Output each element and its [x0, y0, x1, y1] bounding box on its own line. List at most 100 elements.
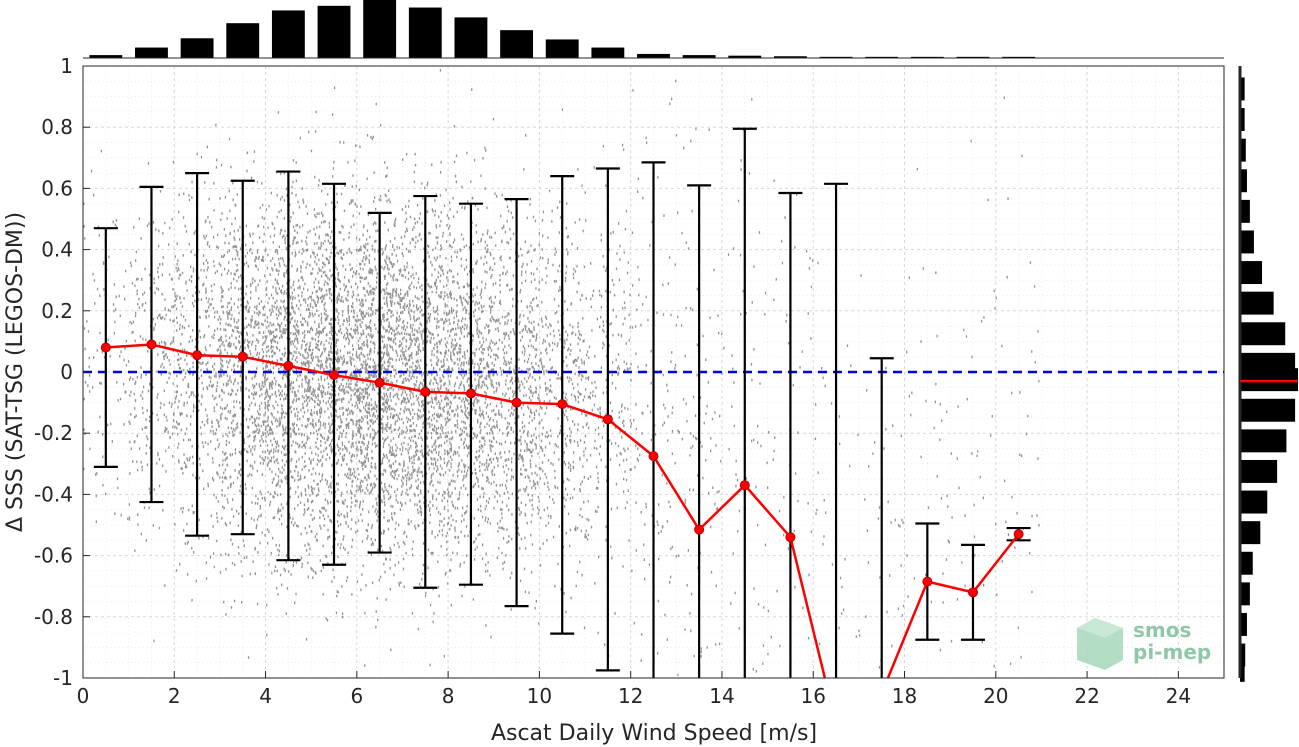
- right-histogram-bar: [1240, 138, 1246, 162]
- right-histogram-bar: [1240, 230, 1254, 254]
- mean-point: [739, 480, 750, 491]
- x-tick-label: 8: [442, 684, 455, 708]
- top-histogram-bar: [682, 55, 716, 58]
- mean-point: [648, 451, 659, 462]
- right-histogram-bar: [1240, 291, 1274, 315]
- y-tick-label: 0.8: [41, 115, 73, 139]
- mean-point: [602, 414, 613, 425]
- x-tick-label: 16: [801, 684, 826, 708]
- top-histogram-bar: [773, 56, 807, 58]
- mean-point: [557, 399, 568, 410]
- top-histogram-bar: [637, 53, 670, 58]
- x-tick-label: 10: [527, 684, 552, 708]
- y-axis: -1 -0.8 -0.6 -0.4 -0.2 0 0.2 0.4 0.6 0.8 1: [34, 54, 90, 690]
- smos-pi-mep-logo: smos pi-mep: [1077, 618, 1211, 670]
- error-bar: [824, 182, 849, 678]
- top-histogram-bar: [363, 0, 397, 58]
- logo-cube-face-icon: [1077, 618, 1123, 638]
- mean-point: [511, 397, 522, 408]
- logo-line-2: pi-mep: [1133, 640, 1211, 664]
- right-histogram-bar: [1240, 658, 1245, 682]
- right-histogram-bar: [1240, 261, 1263, 285]
- top-histogram-bar: [180, 38, 214, 58]
- right-histogram-bar: [1240, 108, 1245, 132]
- right-histogram-bar: [1240, 643, 1246, 667]
- mean-point: [283, 360, 294, 371]
- top-histogram-bar: [591, 47, 625, 58]
- right-histogram-bar: [1240, 322, 1286, 346]
- x-tick-label: 6: [350, 684, 363, 708]
- mean-point: [465, 388, 476, 399]
- mean-series: [100, 339, 1024, 678]
- y-tick-label: 0: [60, 360, 73, 384]
- top-histogram-bar: [865, 56, 899, 58]
- top-histogram-bar: [910, 56, 944, 58]
- logo-line-1: smos: [1133, 618, 1191, 642]
- mean-point: [785, 532, 796, 543]
- top-histogram-bar: [317, 5, 351, 59]
- y-tick-label: 1: [60, 54, 73, 78]
- top-histogram-bar: [545, 39, 579, 58]
- mean-point: [146, 339, 157, 350]
- error-bar: [732, 127, 757, 678]
- right-histogram-bar: [1240, 521, 1261, 545]
- top-histogram-bar: [271, 10, 305, 59]
- error-bar: [869, 357, 894, 678]
- right-histogram-bar: [1240, 169, 1247, 193]
- y-tick-label: 0.2: [41, 299, 73, 323]
- y-axis-label: Δ SSS (SAT-TSG (LEGOS-DM)): [3, 212, 28, 532]
- right-histogram-bar: [1240, 612, 1247, 636]
- mean-point: [329, 370, 340, 381]
- y-tick-label: -0.4: [34, 482, 73, 506]
- x-tick-label: 12: [618, 684, 643, 708]
- right-histogram-bar: [1240, 490, 1268, 514]
- y-tick-label: -0.6: [34, 544, 73, 568]
- y-tick-label: 0.6: [41, 176, 73, 200]
- mean-point: [100, 342, 111, 353]
- top-histogram-bar: [135, 47, 168, 58]
- mean-point: [192, 350, 203, 361]
- y-tick-label: -0.8: [34, 605, 73, 629]
- right-histogram-bar: [1240, 199, 1250, 223]
- right-histogram-bar: [1240, 551, 1253, 575]
- top-histogram-bar: [956, 56, 990, 58]
- right-histogram-bar: [1240, 398, 1296, 422]
- error-bar: [641, 161, 666, 678]
- x-tick-label: 2: [168, 684, 181, 708]
- right-histogram-bar: [1240, 368, 1298, 392]
- x-axis-label: Ascat Daily Wind Speed [m/s]: [491, 721, 817, 746]
- right-histogram-bar: [1240, 459, 1278, 483]
- error-bar: [778, 191, 803, 678]
- y-tick-label: -1: [53, 666, 73, 690]
- top-histogram-bar: [226, 23, 260, 58]
- x-tick-label: 0: [77, 684, 90, 708]
- mean-point: [694, 524, 705, 535]
- y-tick-label: 0.4: [41, 238, 73, 262]
- mean-point: [237, 351, 248, 362]
- x-tick-label: 24: [1166, 684, 1191, 708]
- x-tick-label: 4: [259, 684, 272, 708]
- top-histogram-bar: [89, 55, 123, 58]
- x-tick-label: 18: [892, 684, 917, 708]
- mean-point: [967, 587, 978, 598]
- mean-line: [105, 343, 827, 678]
- top-histogram-bar: [454, 17, 488, 58]
- top-histogram-bar: [728, 55, 762, 58]
- mean-line: [886, 581, 929, 678]
- mean-point: [374, 377, 385, 388]
- y-tick-label: -0.2: [34, 421, 73, 445]
- top-histogram-bar: [819, 56, 853, 58]
- right-histogram-bar: [1240, 429, 1287, 453]
- mean-point: [922, 576, 933, 587]
- top-histogram-bar: [500, 30, 534, 58]
- top-histogram-bar: [408, 7, 442, 58]
- x-axis: 0 2 4 6 8 10 12 14 16 18 20 22 24: [77, 671, 1191, 708]
- right-histogram: [1238, 66, 1298, 682]
- x-tick-label: 22: [1074, 684, 1099, 708]
- mean-point: [420, 386, 431, 397]
- mean-point: [1013, 529, 1024, 540]
- right-histogram-bar: [1240, 582, 1250, 606]
- top-histogram-bar: [1002, 56, 1036, 58]
- x-tick-label: 14: [709, 684, 734, 708]
